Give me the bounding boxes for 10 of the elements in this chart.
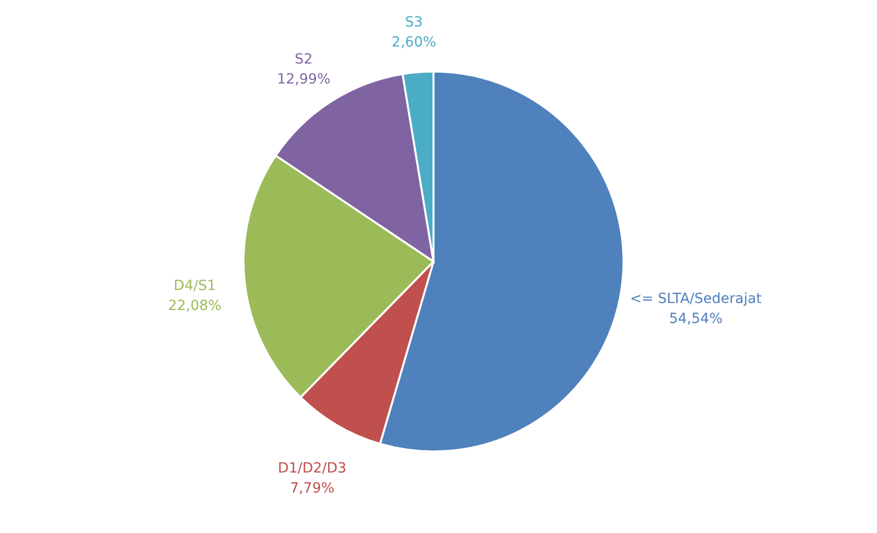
slice-label: D4/S1 <box>174 278 216 294</box>
data-label: 12,99% <box>277 72 330 88</box>
data-label: 22,08% <box>168 298 222 314</box>
data-label: 2,60% <box>392 34 436 50</box>
slice-label: S3 <box>405 14 423 30</box>
data-label: 54,54% <box>669 311 723 328</box>
slice-label: S2 <box>294 52 313 68</box>
slice-label: <= SLTA/Sederajat <box>630 291 762 308</box>
data-label: 7,79% <box>290 480 334 497</box>
slice-label: D1/D2/D3 <box>278 460 346 477</box>
